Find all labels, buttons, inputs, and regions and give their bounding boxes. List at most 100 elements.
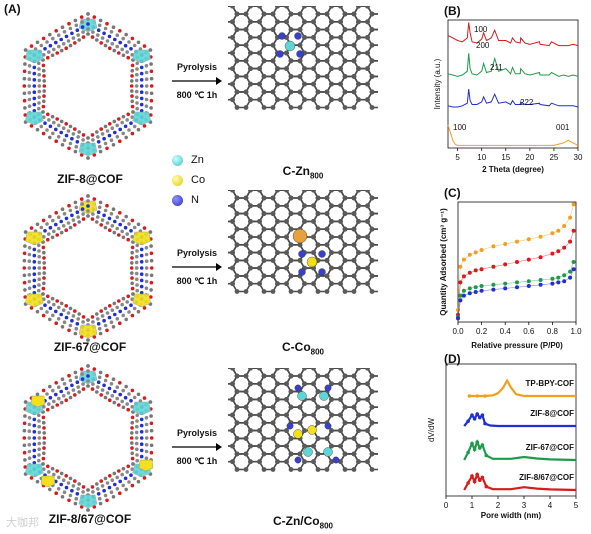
zif-crystal-icon <box>25 293 44 308</box>
isotherm-point <box>550 231 555 236</box>
isotherm-point <box>568 269 573 274</box>
legend-item-zn: Zn <box>172 150 205 170</box>
n-atom <box>318 250 326 258</box>
pore-x-tick-label: 5 <box>574 501 579 510</box>
co-atom-icon <box>172 174 183 186</box>
isotherm-series-orange <box>456 202 576 312</box>
n-atom <box>324 422 332 430</box>
xrd-x-tick-label: 15 <box>501 153 510 162</box>
isotherm-point <box>458 280 463 285</box>
xrd-x-axis-label: 2 Theta (degree) <box>482 165 544 174</box>
legend-co-label: Co <box>191 174 206 186</box>
pyrolysis-arrow-2: Pyrolysis 800 ℃ 1h <box>172 248 222 287</box>
xrd-peak-label: 100 <box>453 123 467 132</box>
pore-point <box>480 443 485 447</box>
panel-b-label: (B) <box>444 4 461 18</box>
isotherm-point <box>458 264 463 269</box>
pore-series-label: ZIF-67@COF <box>526 443 574 452</box>
isotherm-point <box>503 262 508 267</box>
pore-point <box>480 475 485 480</box>
xrd-y-axis-label: Intensity (a.u.) <box>433 58 442 109</box>
pore-x-tick-label: 3 <box>522 501 527 510</box>
isotherm-point <box>503 286 508 291</box>
isotherm-point <box>479 267 484 272</box>
c-co-graphene-illustration <box>228 190 378 294</box>
zif-crystal-icon <box>138 459 154 472</box>
xrd-x-tick-label: 20 <box>525 153 534 162</box>
panel-d-label: (D) <box>444 352 461 366</box>
isotherm-x-tick-label: 0.4 <box>500 327 512 336</box>
legend-item-co: Co <box>172 170 205 190</box>
isotherm-point <box>538 278 543 282</box>
temperature-label: 800 ℃ 1h <box>176 276 218 286</box>
isotherm-series-green <box>456 260 576 320</box>
arrow-icon <box>172 77 222 85</box>
watermark: 大咖邦 <box>6 517 39 529</box>
pore-point <box>466 450 470 455</box>
isotherm-point <box>526 257 531 262</box>
pyrolysis-arrow-3: Pyrolysis 800 ℃ 1h <box>172 428 222 467</box>
isotherm-point <box>473 290 478 294</box>
zif-crystal-icon <box>132 231 151 246</box>
isotherm-point <box>503 281 508 286</box>
isotherm-point <box>467 270 472 275</box>
isotherm-point <box>491 264 496 269</box>
isotherm-point <box>562 245 567 250</box>
pore-series-label: ZIF-8/67@COF <box>519 473 574 482</box>
n-atom <box>318 268 326 276</box>
graphene-lattice <box>228 190 378 294</box>
xrd-x-tick-label: 30 <box>574 153 583 162</box>
pore-point <box>480 413 485 417</box>
zn-atom <box>319 391 329 401</box>
pore-point <box>475 394 479 398</box>
xrd-peak-label: 001 <box>556 123 570 132</box>
pore-point <box>470 441 474 446</box>
isotherm-x-tick-label: 1.0 <box>570 327 582 336</box>
c-znco-label: C-Zn/Co800 <box>248 514 358 530</box>
isotherm-point <box>526 284 531 288</box>
zif-crystal-icon <box>132 401 151 416</box>
isotherm-point <box>550 276 555 281</box>
isotherm-point <box>571 267 576 272</box>
c-co-subscript: 800 <box>310 347 325 357</box>
isotherm-x-tick-label: 0.2 <box>476 327 488 336</box>
panel-a-label: (A) <box>4 2 21 16</box>
isotherm-point <box>479 288 484 293</box>
pore-point <box>475 472 479 477</box>
pore-point <box>466 481 470 485</box>
pyrolysis-arrow-1: Pyrolysis 800 ℃ 1h <box>172 62 222 101</box>
pore-x-axis-label: Pore width (nm) <box>481 511 542 520</box>
zif8-cof-label: ZIF-8@COF <box>57 172 123 186</box>
c-znco-graphene-illustration <box>228 368 378 472</box>
n-atom <box>324 384 332 392</box>
isotherm-point <box>473 268 478 273</box>
zif67-cof-label: ZIF-67@COF <box>53 340 127 354</box>
co-atom <box>306 256 318 268</box>
isotherm-point <box>550 281 555 286</box>
zn-atom-icon <box>172 154 183 166</box>
zn-atom <box>284 40 296 52</box>
zif-crystal-icon <box>30 395 46 408</box>
isotherm-point <box>461 274 466 279</box>
xrd-series-orange <box>447 124 579 146</box>
isotherm-point <box>479 284 484 288</box>
isotherm-x-axis-label: Relative pressure (P/P0) <box>471 341 563 350</box>
isotherm-point <box>562 279 567 284</box>
pore-x-tick-label: 1 <box>470 501 475 510</box>
isotherm-point <box>526 237 531 242</box>
legend-item-n: N <box>172 190 205 210</box>
isotherm-point <box>491 287 496 292</box>
graphene-lattice <box>228 6 378 110</box>
pore-x-tick-label: 4 <box>548 501 553 510</box>
pore-point <box>472 479 477 484</box>
zif-crystal-icon <box>25 49 44 64</box>
xrd-series-blue <box>447 89 579 108</box>
pore-y-axis-label: dV/dW <box>427 418 436 442</box>
isotherm-point <box>538 234 543 239</box>
isotherm-x-tick-label: 0.8 <box>547 327 559 336</box>
xrd-series-red <box>447 22 579 47</box>
pore-series-label: ZIF-8@COF <box>530 409 574 418</box>
zif67-cof-ring-illustration <box>22 194 154 342</box>
pore-series-orange: TP-BPY-COF <box>467 378 576 398</box>
isotherm-point <box>515 239 519 244</box>
